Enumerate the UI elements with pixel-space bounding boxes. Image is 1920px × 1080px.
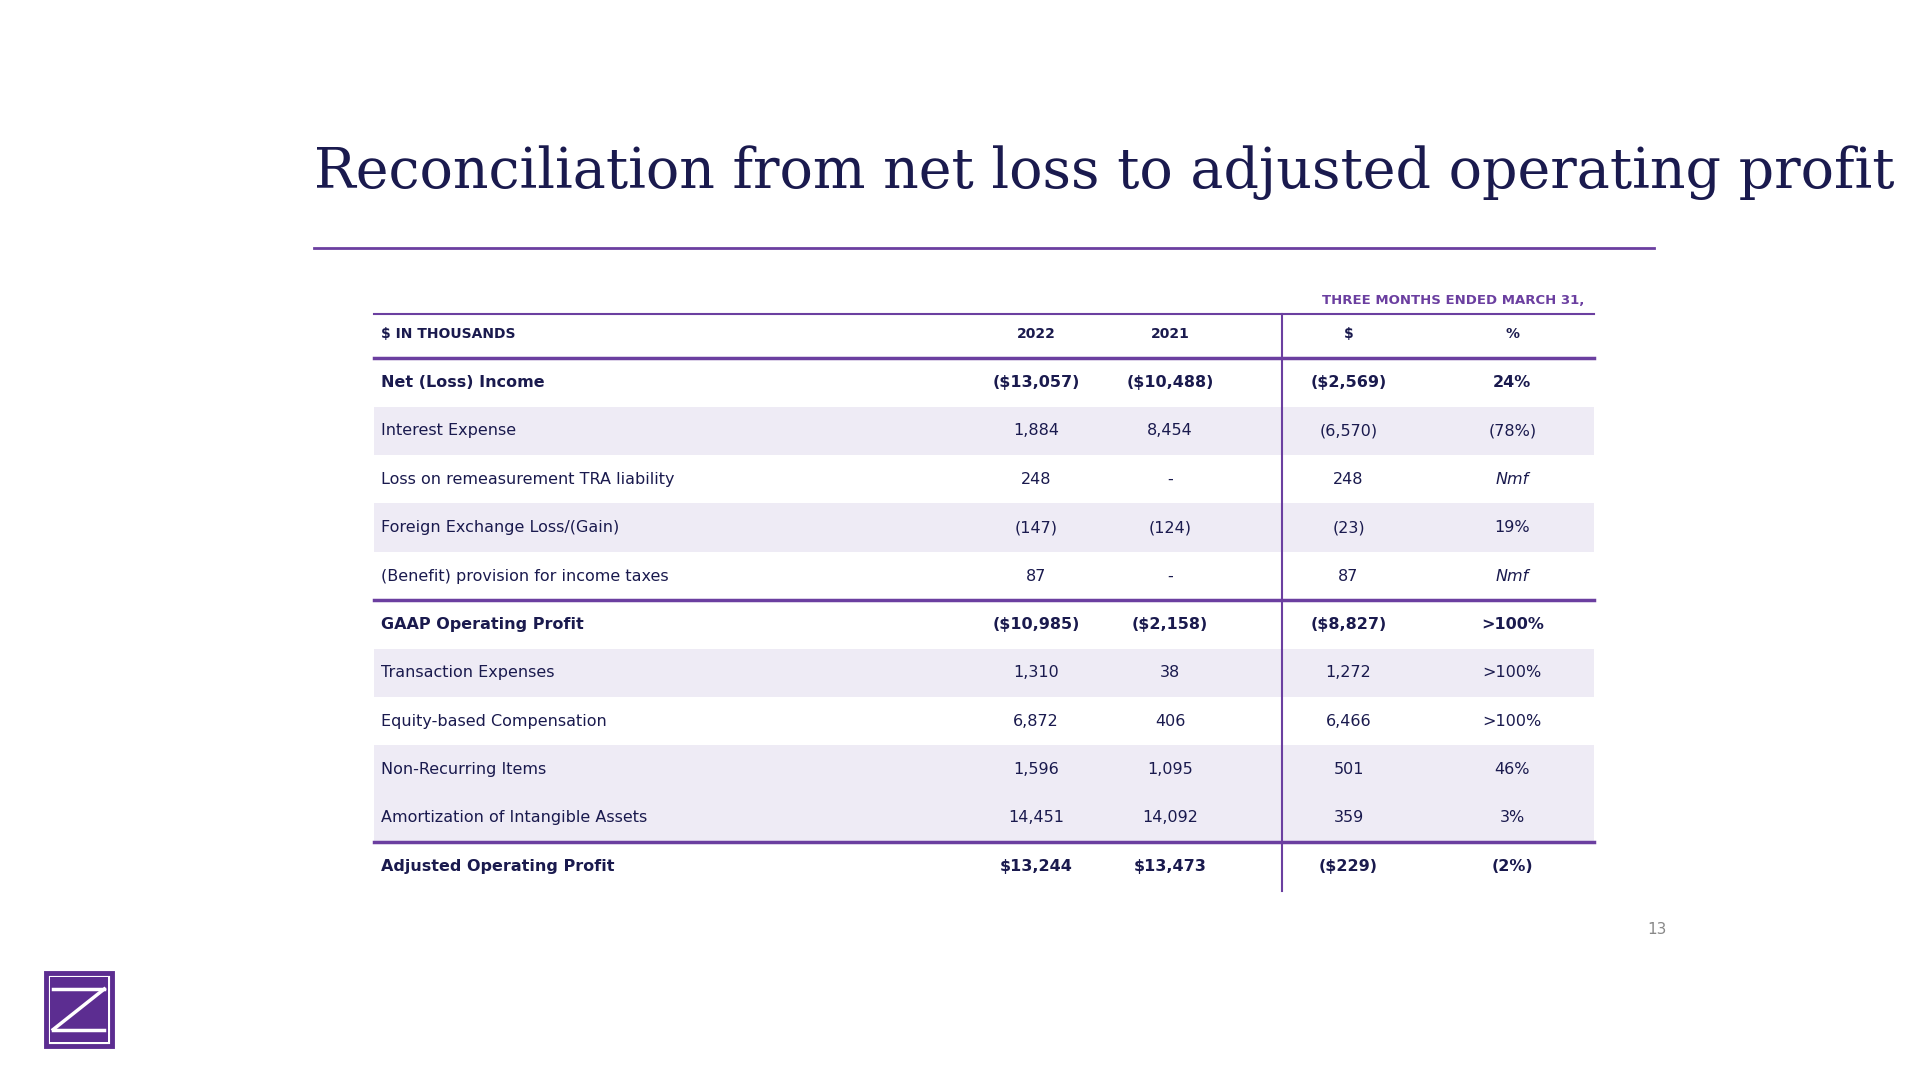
Text: -: - (1167, 568, 1173, 583)
Text: (6,570): (6,570) (1319, 423, 1379, 438)
Text: Nmf: Nmf (1496, 472, 1528, 487)
Text: 24%: 24% (1494, 375, 1532, 390)
Text: 359: 359 (1332, 810, 1363, 825)
Text: 46%: 46% (1494, 762, 1530, 777)
Text: 501: 501 (1332, 762, 1363, 777)
Bar (374, 503, 1594, 552)
Text: (Benefit) provision for income taxes: (Benefit) provision for income taxes (382, 568, 668, 583)
Text: Interest Expense: Interest Expense (382, 423, 516, 438)
Text: 3%: 3% (1500, 810, 1524, 825)
Text: 1,596: 1,596 (1014, 762, 1060, 777)
Bar (374, 745, 1594, 794)
Text: >100%: >100% (1482, 665, 1542, 680)
Text: GAAP Operating Profit: GAAP Operating Profit (382, 617, 584, 632)
Text: Adjusted Operating Profit: Adjusted Operating Profit (382, 859, 614, 874)
Text: 13: 13 (1647, 922, 1667, 937)
Text: 6,466: 6,466 (1325, 714, 1371, 729)
Text: >100%: >100% (1482, 714, 1542, 729)
FancyBboxPatch shape (46, 973, 111, 1045)
Bar (374, 407, 1594, 455)
Text: %: % (1505, 326, 1519, 340)
Text: ($8,827): ($8,827) (1311, 617, 1386, 632)
Text: 14,451: 14,451 (1008, 810, 1064, 825)
Text: $ IN THOUSANDS: $ IN THOUSANDS (382, 326, 516, 340)
Text: (147): (147) (1014, 521, 1058, 535)
Text: 8,454: 8,454 (1146, 423, 1192, 438)
Text: ($10,488): ($10,488) (1127, 375, 1213, 390)
Text: $: $ (1344, 326, 1354, 340)
Text: Nmf: Nmf (1496, 568, 1528, 583)
Text: Foreign Exchange Loss/(Gain): Foreign Exchange Loss/(Gain) (382, 521, 620, 535)
Text: ($229): ($229) (1319, 859, 1379, 874)
Text: 1,272: 1,272 (1325, 665, 1371, 680)
Text: 87: 87 (1025, 568, 1046, 583)
Text: 38: 38 (1160, 665, 1181, 680)
Text: -: - (1167, 472, 1173, 487)
Text: 1,095: 1,095 (1146, 762, 1192, 777)
Text: Non-Recurring Items: Non-Recurring Items (382, 762, 547, 777)
Text: 2022: 2022 (1018, 326, 1056, 340)
Text: THREE MONTHS ENDED MARCH 31,: THREE MONTHS ENDED MARCH 31, (1321, 294, 1584, 307)
FancyBboxPatch shape (50, 976, 108, 1041)
Text: 14,092: 14,092 (1142, 810, 1198, 825)
Bar (374, 649, 1594, 697)
Text: Equity-based Compensation: Equity-based Compensation (382, 714, 607, 729)
Text: (78%): (78%) (1488, 423, 1536, 438)
Text: >100%: >100% (1480, 617, 1544, 632)
Text: $13,473: $13,473 (1133, 859, 1206, 874)
Text: ($10,985): ($10,985) (993, 617, 1079, 632)
Text: (2%): (2%) (1492, 859, 1532, 874)
Bar (374, 794, 1594, 842)
Text: Net (Loss) Income: Net (Loss) Income (382, 375, 545, 390)
Text: ($2,158): ($2,158) (1133, 617, 1208, 632)
Text: (124): (124) (1148, 521, 1192, 535)
Text: 6,872: 6,872 (1014, 714, 1060, 729)
Text: 406: 406 (1154, 714, 1185, 729)
Text: Loss on remeasurement TRA liability: Loss on remeasurement TRA liability (382, 472, 674, 487)
Text: ($13,057): ($13,057) (993, 375, 1079, 390)
Text: 1,310: 1,310 (1014, 665, 1060, 680)
Text: Amortization of Intangible Assets: Amortization of Intangible Assets (382, 810, 647, 825)
Text: 87: 87 (1338, 568, 1359, 583)
Text: 248: 248 (1332, 472, 1363, 487)
Text: (23): (23) (1332, 521, 1365, 535)
Text: 2021: 2021 (1150, 326, 1188, 340)
Text: 1,884: 1,884 (1014, 423, 1060, 438)
Text: ($2,569): ($2,569) (1311, 375, 1386, 390)
Text: 248: 248 (1021, 472, 1052, 487)
Text: Reconciliation from net loss to adjusted operating profit: Reconciliation from net loss to adjusted… (315, 146, 1895, 200)
Text: 19%: 19% (1494, 521, 1530, 535)
Text: Transaction Expenses: Transaction Expenses (382, 665, 555, 680)
Text: $13,244: $13,244 (1000, 859, 1073, 874)
